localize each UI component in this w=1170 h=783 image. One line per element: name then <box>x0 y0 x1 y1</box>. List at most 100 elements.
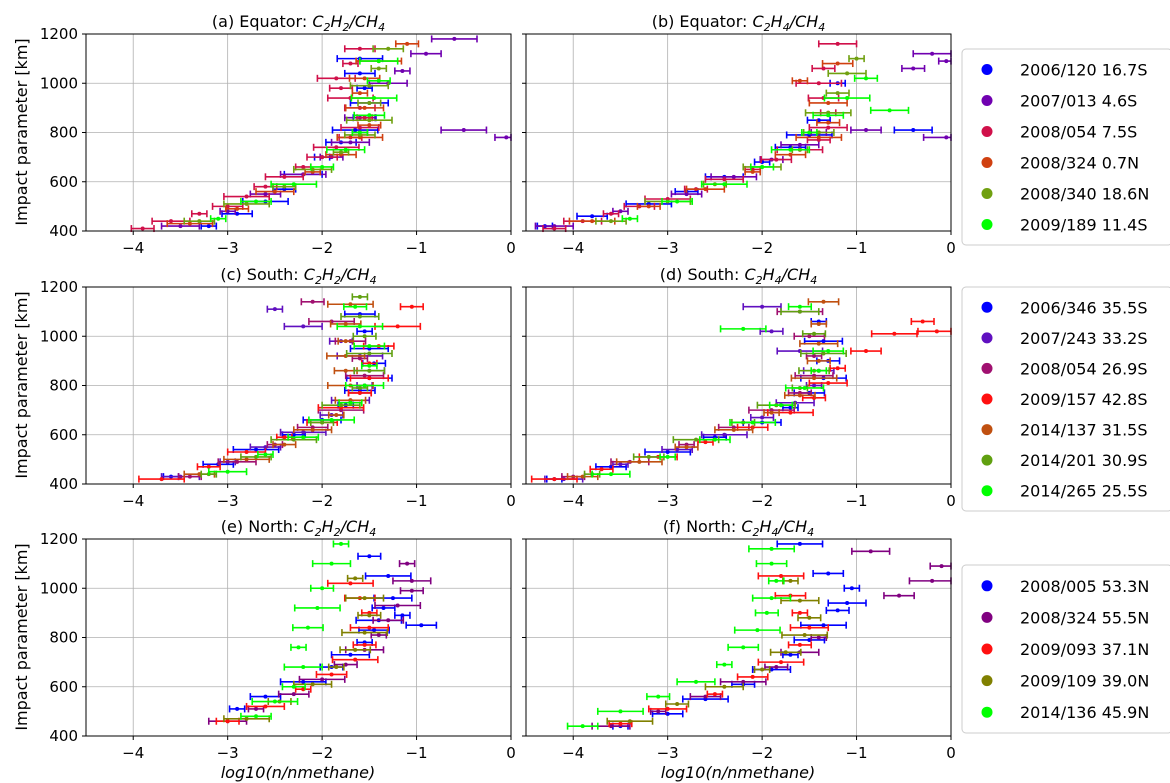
panel-title-formula-part: H <box>322 265 334 284</box>
data-point <box>920 319 925 324</box>
series-2008/324 55.5N <box>207 560 432 725</box>
data-point <box>609 724 613 729</box>
y-axis-label-top: Impact parameter [km] <box>12 38 31 225</box>
x-tick-label: −2 <box>311 744 333 762</box>
data-point <box>395 324 400 329</box>
legend-marker <box>981 157 993 168</box>
data-point <box>675 199 680 204</box>
data-point <box>849 586 854 591</box>
data-point <box>343 368 348 373</box>
data-point <box>618 721 623 726</box>
data-point <box>797 541 802 546</box>
data-point <box>197 472 202 477</box>
legend-label: 2008/324 55.5N <box>1020 608 1149 627</box>
data-point <box>665 706 670 711</box>
legend-label: 2008/054 26.9S <box>1020 359 1148 378</box>
data-point <box>779 660 783 665</box>
data-point <box>320 155 325 160</box>
panel-title-formula-part: H <box>771 12 783 31</box>
data-point <box>395 603 400 608</box>
data-point <box>845 601 850 606</box>
legend-label: 2007/243 33.2S <box>1020 329 1148 348</box>
data-point <box>357 385 362 390</box>
data-point <box>329 417 334 422</box>
data-point <box>376 59 381 64</box>
x-tick-label: −3 <box>657 744 679 762</box>
data-point <box>868 549 873 554</box>
data-point <box>826 381 831 386</box>
data-point <box>367 344 372 349</box>
x-tick-label: −2 <box>311 492 333 510</box>
data-point <box>367 554 372 559</box>
data-point <box>675 447 680 452</box>
x-tick-label: −2 <box>311 239 333 257</box>
data-point <box>367 113 372 118</box>
panel-title-subscript: 2 <box>315 526 322 539</box>
data-point <box>826 349 831 354</box>
data-point <box>263 452 268 457</box>
x-tick-label: −1 <box>845 492 867 510</box>
series-2014/265 25.5S <box>207 303 386 476</box>
panel-title-prefix: (c) South: <box>220 265 303 284</box>
legend-label: 2014/201 30.9S <box>1020 451 1148 470</box>
data-point <box>797 142 802 147</box>
data-point <box>310 167 315 172</box>
data-point <box>816 368 821 373</box>
data-point <box>301 679 306 684</box>
legend-marker <box>981 219 993 230</box>
legend-label: 2014/265 25.5S <box>1020 482 1148 501</box>
data-point <box>788 652 793 657</box>
data-point <box>367 625 372 630</box>
data-point <box>944 59 949 64</box>
panel-title: (d) South: C2​H4​/CH4​ <box>660 265 818 287</box>
data-point <box>797 78 802 83</box>
data-point <box>826 113 831 118</box>
data-point <box>263 184 268 189</box>
data-point <box>722 684 727 689</box>
data-point <box>911 128 916 133</box>
legend-label: 2006/346 35.5S <box>1020 298 1148 317</box>
data-point <box>821 351 826 356</box>
data-point <box>802 385 807 390</box>
y-tick-label: 400 <box>49 222 78 240</box>
legend-label: 2008/005 53.3N <box>1020 577 1149 596</box>
panel-4: −4 −3 −2 −1 0 (d) South: C2​H4​/CH4​ <box>522 265 956 510</box>
panel-title-formula-part: H <box>330 12 342 31</box>
data-point <box>764 610 769 615</box>
data-point <box>741 326 746 331</box>
data-point <box>609 464 613 469</box>
data-point <box>934 329 939 334</box>
data-point <box>301 430 306 435</box>
data-point <box>694 679 698 684</box>
data-point <box>343 321 348 326</box>
data-point <box>362 642 367 647</box>
data-point <box>235 706 240 711</box>
legend-label: 2009/093 37.1N <box>1020 640 1149 659</box>
data-point <box>807 334 812 339</box>
data-point <box>343 662 348 667</box>
series-2006/346 35.5S <box>545 317 847 483</box>
data-point <box>684 192 689 197</box>
legend-marker <box>981 95 993 106</box>
data-point <box>244 716 249 721</box>
panel-title-formula-part: /CH <box>339 265 370 284</box>
data-point <box>225 204 230 209</box>
panel-title-subscript: 4 <box>807 526 814 539</box>
data-point <box>282 435 287 440</box>
x-tick-label: −4 <box>122 239 144 257</box>
data-point <box>301 324 306 329</box>
data-point <box>315 605 320 610</box>
data-point <box>892 331 897 336</box>
data-point <box>646 454 651 459</box>
data-point <box>301 665 306 670</box>
data-point <box>235 459 240 464</box>
data-point <box>310 427 315 432</box>
data-point <box>783 650 788 655</box>
panel-title-formula-part: /CH <box>339 517 370 536</box>
legend-label: 2009/189 11.4S <box>1020 216 1148 235</box>
data-point <box>357 71 362 76</box>
data-point <box>291 684 296 689</box>
series-2009/109 39.0N <box>223 574 389 723</box>
legend-marker <box>981 332 993 344</box>
data-point <box>835 91 840 96</box>
